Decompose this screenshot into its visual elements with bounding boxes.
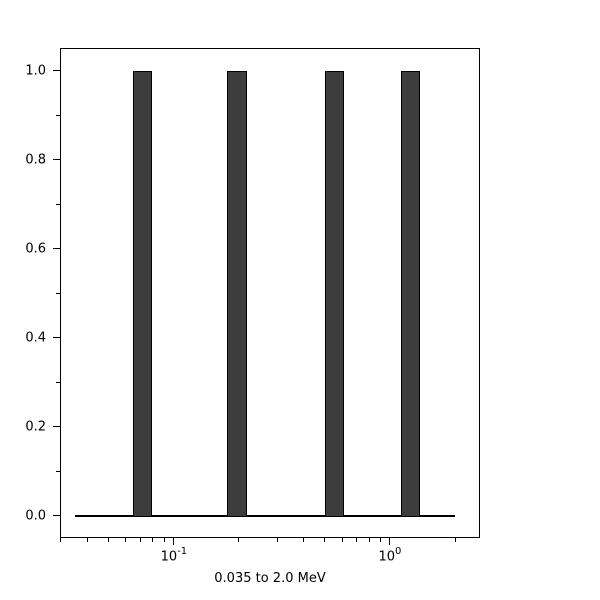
y-major-tick (53, 248, 60, 250)
x-minor-tick (139, 538, 141, 542)
x-minor-tick (368, 538, 370, 542)
histogram-bar (401, 70, 421, 517)
y-major-tick (53, 426, 60, 428)
x-tick-label-base: 10 (378, 549, 396, 565)
x-axis-label: 0.035 to 2.0 MeV (214, 571, 326, 586)
x-tick-label-exponent: -1 (177, 546, 188, 557)
histogram-bar (227, 70, 248, 517)
y-tick-label: 0.8 (25, 152, 46, 168)
y-major-tick (53, 515, 60, 517)
y-major-tick (53, 337, 60, 339)
x-major-tick (389, 538, 391, 545)
x-minor-tick (454, 538, 456, 542)
y-major-tick (53, 70, 60, 72)
x-tick-label: 10-1 (160, 546, 188, 565)
x-minor-tick (87, 538, 89, 542)
x-minor-tick (152, 538, 154, 542)
x-minor-tick (108, 538, 110, 542)
y-major-tick (53, 159, 60, 161)
histogram-baseline (75, 514, 456, 517)
y-minor-tick (56, 292, 60, 294)
x-minor-tick (324, 538, 326, 542)
histogram-bar (132, 70, 152, 517)
x-minor-tick (60, 538, 62, 542)
x-minor-tick (238, 538, 240, 542)
y-tick-label: 0.0 (25, 508, 46, 524)
x-minor-tick (125, 538, 127, 542)
y-tick-label: 0.2 (25, 419, 46, 435)
y-tick-label: 1.0 (25, 63, 46, 79)
x-minor-tick (356, 538, 357, 542)
y-minor-tick (56, 470, 60, 472)
x-tick-label-base: 10 (160, 549, 178, 565)
x-minor-tick (276, 538, 278, 542)
y-tick-label: 0.4 (25, 330, 46, 346)
y-tick-label: 0.6 (25, 241, 46, 257)
x-tick-label: 100 (378, 546, 402, 565)
x-minor-tick (379, 538, 381, 542)
x-tick-label-exponent: 0 (395, 546, 402, 557)
y-minor-tick (56, 381, 60, 383)
y-minor-tick (56, 203, 60, 205)
x-major-tick (173, 538, 175, 545)
x-minor-tick (303, 538, 305, 542)
x-minor-tick (163, 538, 165, 542)
x-minor-tick (341, 538, 343, 542)
y-minor-tick (56, 114, 60, 116)
histogram-bar (324, 70, 344, 517)
